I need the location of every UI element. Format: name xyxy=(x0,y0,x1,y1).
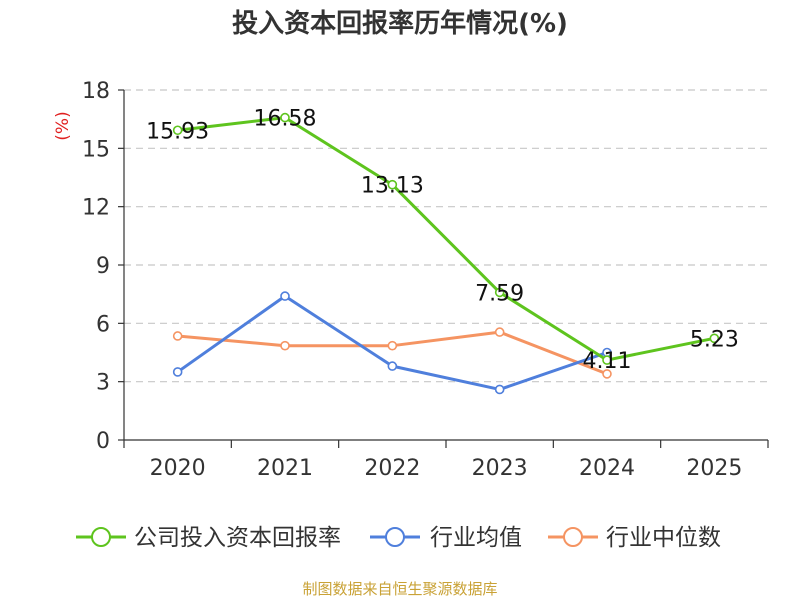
data-point xyxy=(172,125,183,136)
data-point xyxy=(602,369,612,379)
data-labels: 15.93 16.58 13.13 7.59 4.11 5.23 xyxy=(146,107,739,374)
y-tick-label: 18 xyxy=(82,79,110,104)
data-point xyxy=(709,333,720,344)
chart-title: 投入资本回报率历年情况(%) xyxy=(232,8,568,39)
y-tick-label: 15 xyxy=(82,137,110,162)
data-label: 4.11 xyxy=(583,349,632,374)
y-tick-label: 3 xyxy=(96,371,110,396)
y-tick-label: 0 xyxy=(96,429,110,454)
series-group xyxy=(172,112,720,395)
y-tick-label: 6 xyxy=(96,312,110,337)
legend-label-1: 行业均值 xyxy=(430,525,522,551)
data-point xyxy=(280,340,290,351)
x-tick-label: 2022 xyxy=(364,456,420,481)
x-tick-label: 2024 xyxy=(579,456,635,481)
y-axis-unit: (%) xyxy=(53,111,73,140)
data-point xyxy=(602,355,612,365)
data-point xyxy=(280,291,290,301)
x-tick-label: 2025 xyxy=(686,456,742,481)
legend-marker-1 xyxy=(385,527,405,547)
legend-label-0: 公司投入资本回报率 xyxy=(134,525,341,551)
legend-marker-2 xyxy=(563,527,583,547)
data-point xyxy=(494,287,505,298)
data-point xyxy=(280,112,290,123)
data-label: 16.58 xyxy=(254,107,317,132)
legend[interactable]: 公司投入资本回报率 行业均值 行业中位数 xyxy=(76,525,721,551)
data-label: 7.59 xyxy=(475,281,524,306)
data-label: 13.13 xyxy=(361,174,424,199)
x-tick-label: 2021 xyxy=(257,456,313,481)
y-tick-label: 9 xyxy=(96,254,110,279)
x-tick-label: 2020 xyxy=(150,456,206,481)
data-point xyxy=(172,367,183,377)
legend-label-2: 行业中位数 xyxy=(606,525,721,551)
data-label: 5.23 xyxy=(690,327,739,352)
source-note: 制图数据来自恒生聚源数据库 xyxy=(302,580,497,598)
data-point xyxy=(387,340,398,351)
data-point xyxy=(172,331,183,341)
data-point xyxy=(494,384,505,395)
data-point xyxy=(387,361,398,371)
legend-marker-0 xyxy=(91,527,111,547)
series-line-0 xyxy=(177,116,715,362)
axes: 0 3 6 9 12 15 18 2020 2021 2022 2023 2024 2025 xyxy=(82,79,769,481)
data-point xyxy=(387,179,398,190)
data-label: 15.93 xyxy=(146,119,209,144)
x-tick-label: 2023 xyxy=(472,456,528,481)
y-tick-label: 12 xyxy=(82,196,110,221)
data-point xyxy=(494,327,505,337)
